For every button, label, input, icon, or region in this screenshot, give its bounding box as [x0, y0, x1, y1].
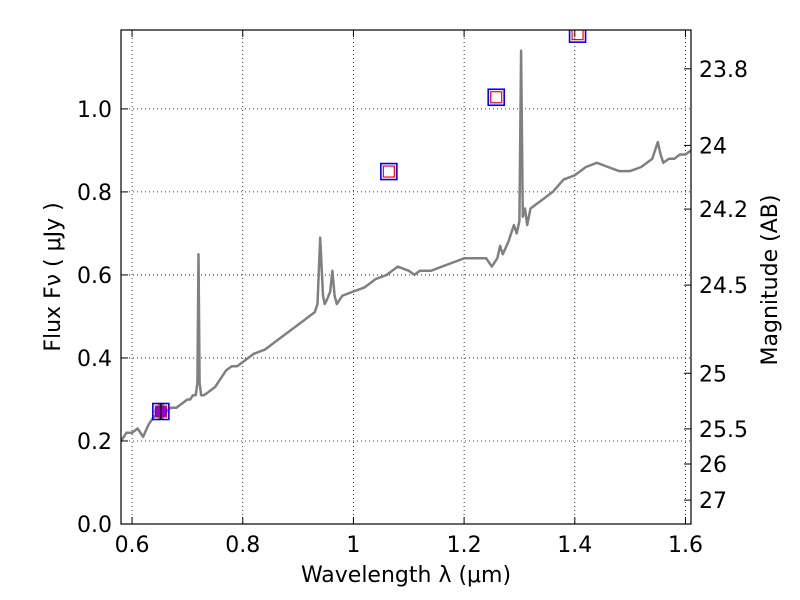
magnitude-tick-label: 27: [699, 489, 727, 514]
y-tick-label: 0.0: [77, 513, 112, 538]
magnitude-tick-label: 24: [699, 134, 727, 159]
spectrum-line: [121, 49, 691, 442]
model-photometry-point: [380, 162, 398, 181]
magnitude-tick-label: 24.2: [699, 198, 748, 223]
observed-photometry-point: [490, 91, 503, 104]
x-tick-label: 1.4: [557, 533, 592, 558]
y-tick-label: 1.0: [77, 98, 112, 123]
x-tick-label: 1: [346, 533, 360, 558]
x-tick-label: 1.6: [668, 533, 703, 558]
magnitude-tick-label: 24.5: [699, 274, 748, 299]
ticks: 0.6 0.8 1 1.2 1.4 1.6 0.0 0.2 0.4 0.6 0.8 1.0 23.8 24…: [77, 30, 748, 558]
x-axis-label: Wavelength λ (μm): [301, 563, 511, 588]
magnitude-tick-label: 23.8: [699, 58, 748, 83]
secondary-y-axis-label: Magnitude (AB): [758, 195, 783, 366]
magnitude-tick-label: 25: [699, 362, 727, 387]
y-tick-label: 0.6: [77, 264, 112, 289]
y-tick-label: 0.8: [77, 181, 112, 206]
x-tick-label: 0.6: [115, 533, 150, 558]
observed-photometry-point: [382, 165, 395, 178]
y-tick-label: 0.4: [77, 347, 112, 372]
observed-photometry-point: [571, 30, 584, 41]
y-axis-label: Flux Fν ( μJy ): [41, 202, 66, 351]
x-tick-label: 1.2: [447, 533, 482, 558]
model-photometry-point: [568, 30, 587, 43]
magnitude-tick-label: 25.5: [699, 418, 748, 443]
magnitude-tick-label: 26: [699, 453, 727, 478]
model-photometry-point: [487, 88, 506, 107]
x-tick-label: 0.8: [225, 533, 260, 558]
plot-area: [121, 30, 691, 442]
grid-lines: [121, 30, 691, 524]
y-tick-label: 0.2: [77, 430, 112, 455]
axes-frame: [120, 29, 692, 525]
